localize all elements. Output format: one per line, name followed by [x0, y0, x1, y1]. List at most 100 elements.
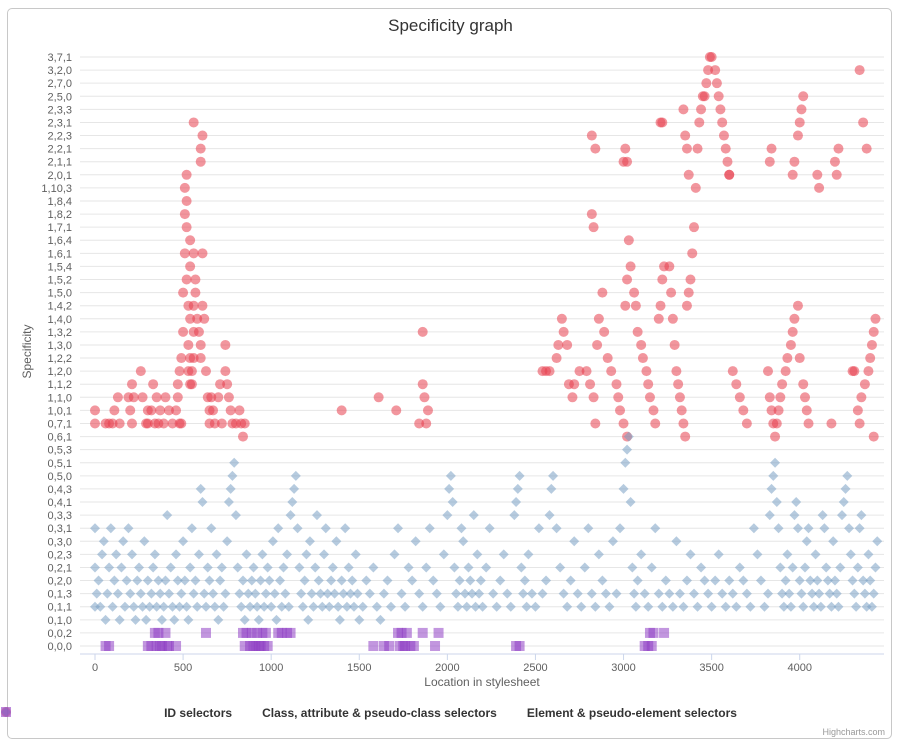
id-selector-point — [671, 366, 682, 377]
legend-item-class[interactable]: Class, attribute & pseudo-class selector… — [1, 706, 497, 720]
class-selector-point — [287, 497, 298, 508]
class-selector-point — [741, 588, 752, 599]
class-selector-point — [183, 614, 194, 625]
y-tick-label: 0,2,3 — [48, 549, 72, 561]
y-tick-label: 1,5,0 — [48, 288, 72, 300]
element-selector-point — [171, 641, 182, 651]
y-tick-label: 3,7,1 — [48, 52, 72, 64]
id-selector-point — [669, 339, 680, 350]
legend: ID selectors Class, attribute & pseudo-c… — [0, 706, 901, 720]
class-selector-point — [865, 575, 876, 586]
y-tick-label: 0,4,1 — [48, 497, 72, 509]
id-selector-point — [223, 392, 234, 403]
id-selector-point — [188, 300, 199, 311]
class-selector-point — [273, 523, 284, 534]
y-tick-label: 0,5,0 — [48, 471, 72, 483]
element-selector-point — [246, 627, 257, 638]
y-tick-label: 2,3,1 — [48, 117, 72, 129]
class-selector-point — [454, 575, 465, 586]
class-selector-point — [451, 588, 462, 599]
y-tick-label: 1,6,1 — [48, 248, 72, 260]
id-selector-point — [763, 366, 774, 377]
id-selector-point — [181, 169, 192, 180]
id-selector-point — [588, 222, 599, 233]
class-selector-point — [447, 497, 458, 508]
id-selector-point — [666, 287, 677, 298]
class-selector-point — [197, 497, 208, 508]
y-tick-label: 1,6,4 — [48, 235, 72, 247]
class-selector-point — [319, 549, 330, 560]
id-selector-point — [674, 392, 685, 403]
id-selector-point — [770, 431, 781, 442]
y-tick-label: 1,1,2 — [48, 379, 72, 391]
class-selector-point — [755, 575, 766, 586]
class-selector-point — [252, 601, 263, 612]
id-selector-point — [622, 274, 633, 285]
class-selector-point — [456, 523, 467, 534]
id-selector-point — [657, 274, 668, 285]
id-selector-point — [197, 130, 208, 141]
class-selector-point — [104, 562, 115, 573]
id-selector-point — [865, 353, 876, 364]
class-selector-point — [495, 575, 506, 586]
y-tick-label: 0,3,3 — [48, 510, 72, 522]
id-selector-point — [597, 287, 608, 298]
element-selector-point — [659, 627, 670, 638]
class-selector-point — [593, 549, 604, 560]
x-tick-label: 1000 — [259, 662, 283, 674]
class-selector-point — [821, 562, 832, 573]
class-selector-point — [724, 575, 735, 586]
class-selector-point — [112, 588, 123, 599]
id-selector-point — [155, 405, 166, 416]
id-selector-point — [90, 405, 100, 416]
class-selector-point — [396, 588, 407, 599]
credits-link[interactable]: Highcharts.com — [822, 727, 885, 737]
legend-item-id[interactable]: ID selectors — [1, 706, 232, 720]
class-selector-point — [324, 601, 335, 612]
id-selector-point — [701, 78, 712, 89]
class-selector-point — [222, 536, 233, 547]
id-selector-point — [623, 235, 634, 246]
id-selector-point — [135, 366, 146, 377]
class-selector-point — [111, 549, 122, 560]
id-selector-point — [789, 313, 800, 324]
class-selector-point — [817, 510, 828, 521]
class-selector-point — [167, 601, 178, 612]
y-tick-label: 1,8,2 — [48, 209, 72, 221]
class-selector-point — [798, 601, 809, 612]
class-selector-point — [142, 575, 153, 586]
class-selector-point — [297, 601, 308, 612]
class-selector-point — [810, 549, 821, 560]
class-selector-point — [431, 588, 442, 599]
id-selector-point — [692, 143, 703, 154]
class-selector-point — [814, 588, 825, 599]
class-selector-point — [511, 497, 522, 508]
class-selector-point — [340, 523, 351, 534]
id-selector-point — [193, 326, 204, 337]
class-selector-point — [544, 510, 555, 521]
id-selector-point — [234, 405, 245, 416]
class-selector-point — [537, 588, 548, 599]
id-selector-point — [644, 392, 655, 403]
class-selector-point — [243, 588, 254, 599]
id-selector-point — [847, 366, 858, 377]
class-selector-point — [417, 601, 428, 612]
y-tick-label: 0,1,0 — [48, 615, 72, 627]
class-selector-point — [206, 523, 217, 534]
id-selector-point — [192, 313, 203, 324]
x-tick-label: 2000 — [435, 662, 459, 674]
class-selector-point — [424, 523, 435, 534]
id-selector-point — [787, 169, 798, 180]
id-selector-point — [777, 379, 788, 390]
class-selector-point — [245, 601, 256, 612]
id-selector-point — [868, 326, 879, 337]
class-selector-point — [121, 575, 132, 586]
class-selector-point — [842, 470, 853, 481]
class-selector-point — [632, 575, 643, 586]
class-selector-point — [770, 457, 781, 468]
id-selector-point — [336, 405, 347, 416]
id-selector-point — [606, 366, 617, 377]
class-selector-point — [835, 562, 846, 573]
legend-item-element[interactable]: Element & pseudo-element selectors — [1, 706, 737, 720]
class-selector-point — [250, 588, 261, 599]
